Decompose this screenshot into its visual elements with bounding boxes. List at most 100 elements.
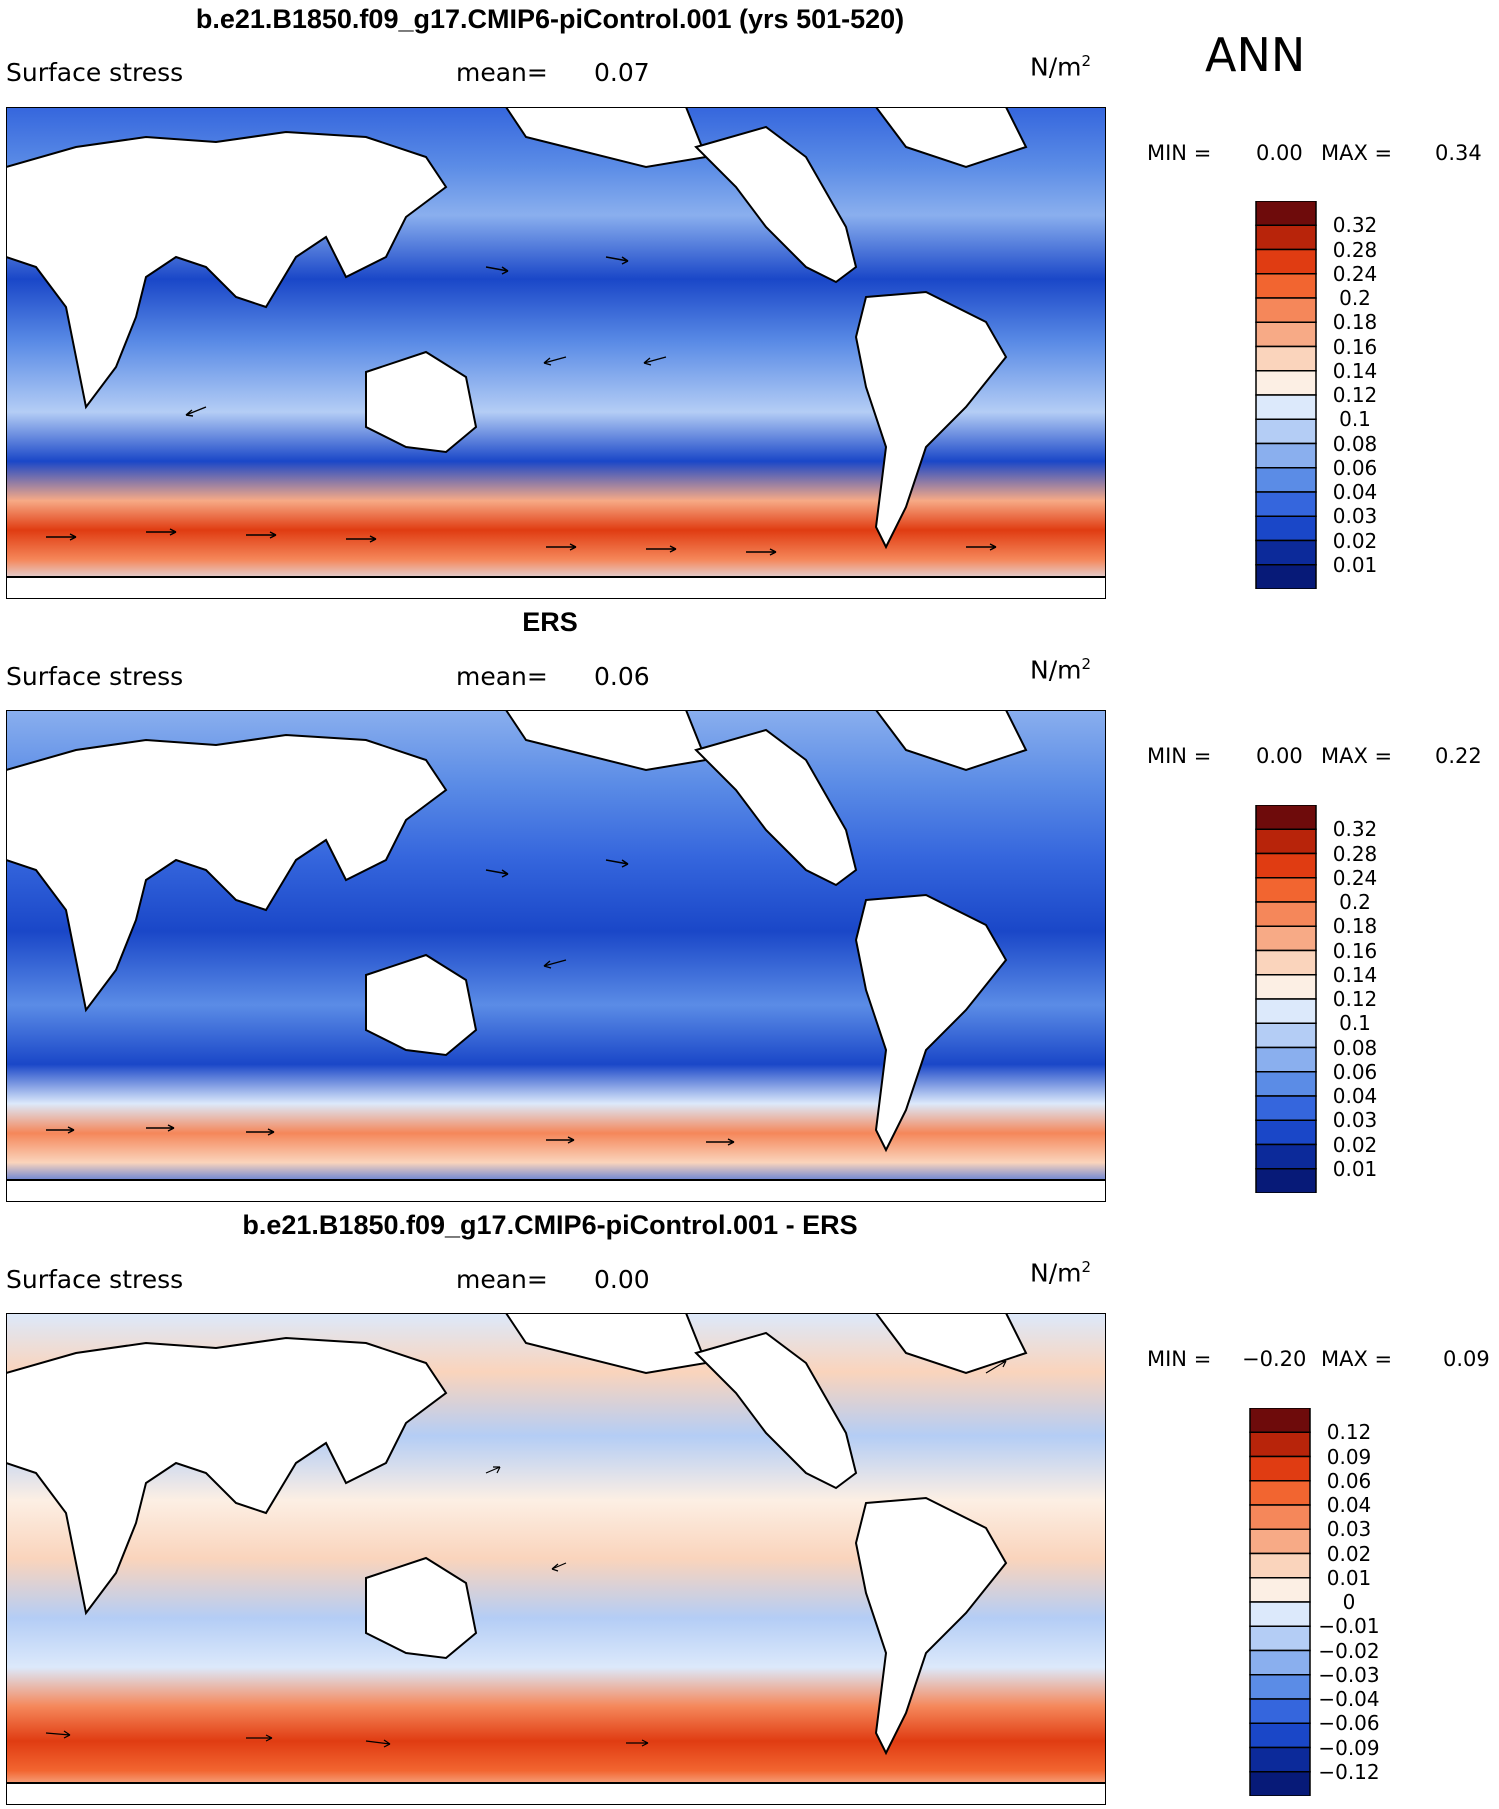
colorbar-box (1255, 1046, 1317, 1073)
land-masses (6, 107, 1106, 599)
colorbar-box (1249, 1552, 1311, 1579)
colorbar-box (1255, 1119, 1317, 1146)
colorbar-box (1249, 1722, 1311, 1749)
colorbar-box (1249, 1577, 1311, 1603)
colorbar-box (1255, 297, 1317, 323)
colorbar-level-label: −0.06 (1318, 1711, 1380, 1736)
colorbar-box (1249, 1625, 1311, 1652)
colorbar-level-label: 0.04 (1326, 1493, 1372, 1517)
panel-2-min-label: MIN = (1147, 744, 1212, 768)
panel-1-max-label: MAX = (1321, 141, 1393, 165)
panel-2-max-value: 0.22 (1435, 744, 1482, 768)
colorbar-level-label: 0.2 (1339, 890, 1371, 914)
colorbar-level-label: 0.04 (1332, 1084, 1378, 1108)
colorbar-level-label: 0.02 (1326, 1541, 1372, 1566)
colorbar-box (1249, 1674, 1311, 1700)
colorbar-box (1249, 1480, 1311, 1506)
panel-1-units: N/m2 (1030, 52, 1092, 82)
colorbar-level-label: −0.09 (1318, 1735, 1380, 1760)
colorbar-box (1249, 1649, 1311, 1676)
colorbar-level-label: 0.06 (1326, 1468, 1372, 1493)
colorbar-box (1249, 1408, 1311, 1433)
panel-3-title: b.e21.B1850.f09_g17.CMIP6-piControl.001 … (242, 1210, 858, 1240)
colorbar-level-label: 0.18 (1332, 310, 1378, 335)
panel-3-min-value: −0.20 (1242, 1347, 1307, 1371)
panel-3-variable: Surface stress (6, 1265, 184, 1294)
colorbar-box (1255, 901, 1317, 927)
panel-3-max-label: MAX = (1321, 1347, 1393, 1371)
colorbar-box (1255, 1095, 1317, 1121)
panel-3-min-label: MIN = (1147, 1347, 1212, 1371)
colorbar-level-label: 0.06 (1332, 1059, 1378, 1084)
panel-3-mean-value: 0.00 (594, 1265, 650, 1294)
colorbar-box (1249, 1528, 1311, 1555)
colorbar-level-label: 0.12 (1332, 987, 1378, 1011)
colorbar-level-label: 0.06 (1332, 455, 1378, 480)
colorbar-box (1255, 1143, 1317, 1170)
colorbar-level-label: 0.08 (1332, 431, 1378, 456)
colorbar-box (1255, 467, 1317, 493)
colorbar-box (1249, 1698, 1311, 1724)
panel-1-mean-value: 0.07 (594, 58, 650, 87)
panel-2-title: ERS (522, 607, 578, 637)
colorbar-box (1255, 248, 1317, 275)
colorbar-box (1249, 1771, 1311, 1796)
panel-1-min-value: 0.00 (1256, 141, 1303, 165)
colorbar-level-label: 0.12 (1332, 383, 1378, 407)
colorbar-level-label: 0.08 (1332, 1035, 1378, 1060)
colorbar-level-label: 0.14 (1332, 962, 1378, 987)
panel-2-variable: Surface stress (6, 662, 184, 691)
land-masses (6, 710, 1106, 1202)
colorbar-box (1249, 1431, 1311, 1458)
panel-2-map (6, 710, 1106, 1202)
colorbar-box (1255, 491, 1317, 517)
colorbar-level-label: −0.12 (1318, 1759, 1380, 1784)
land-masses (6, 1313, 1106, 1805)
panel-1-colorbar (1255, 201, 1317, 589)
colorbar-box (1255, 974, 1317, 1000)
colorbar-level-label: 0.18 (1332, 914, 1378, 939)
colorbar-level-label: 0.04 (1332, 480, 1378, 504)
colorbar-box (1255, 370, 1317, 396)
stress-vectors (46, 256, 997, 556)
colorbar-level-label: 0.03 (1332, 504, 1378, 529)
colorbar-level-label: 0.24 (1332, 261, 1378, 286)
colorbar-level-label: 0.02 (1332, 528, 1378, 553)
colorbar-level-label: 0.1 (1339, 1011, 1371, 1036)
panel-3-max-value: 0.09 (1443, 1347, 1490, 1371)
panel-1-min-label: MIN = (1147, 141, 1212, 165)
colorbar-box (1255, 539, 1317, 566)
panel-1-title: b.e21.B1850.f09_g17.CMIP6-piControl.001 … (195, 4, 905, 34)
colorbar-level-label: −0.01 (1318, 1614, 1380, 1639)
panel-2-min-value: 0.00 (1256, 744, 1303, 768)
colorbar-level-label: 0.01 (1332, 552, 1378, 577)
colorbar-box (1249, 1455, 1311, 1482)
colorbar-box (1255, 345, 1317, 372)
colorbar-box (1255, 224, 1317, 251)
stress-vectors (46, 859, 735, 1146)
colorbar-level-label: 0.02 (1332, 1132, 1378, 1157)
colorbar-box (1255, 273, 1317, 299)
colorbar-level-label: 0.09 (1326, 1444, 1372, 1469)
colorbar-box (1255, 321, 1317, 348)
panel-3-mean-label: mean= (456, 1265, 548, 1294)
colorbar-box (1255, 852, 1317, 879)
colorbar-level-label: 0.16 (1332, 334, 1378, 359)
panel-2-mean-label: mean= (456, 662, 548, 691)
colorbar-level-label: 0.32 (1332, 817, 1378, 842)
colorbar-box (1255, 828, 1317, 855)
colorbar-box (1255, 1168, 1317, 1193)
colorbar-level-label: 0.28 (1332, 841, 1378, 866)
season-label: ANN (1205, 28, 1306, 82)
colorbar-level-label: 0.28 (1332, 237, 1378, 262)
colorbar-box (1255, 925, 1317, 952)
colorbar-box (1249, 1504, 1311, 1530)
colorbar-level-label: −0.02 (1318, 1638, 1380, 1663)
panel-2-units: N/m2 (1030, 655, 1092, 685)
colorbar-level-label: 0.32 (1332, 213, 1378, 238)
panel-1-map (6, 107, 1106, 599)
colorbar-level-label: 0.03 (1326, 1517, 1372, 1542)
colorbar-box (1255, 442, 1317, 469)
colorbar-level-label: −0.03 (1318, 1662, 1380, 1687)
panel-1-mean-label: mean= (456, 58, 548, 87)
